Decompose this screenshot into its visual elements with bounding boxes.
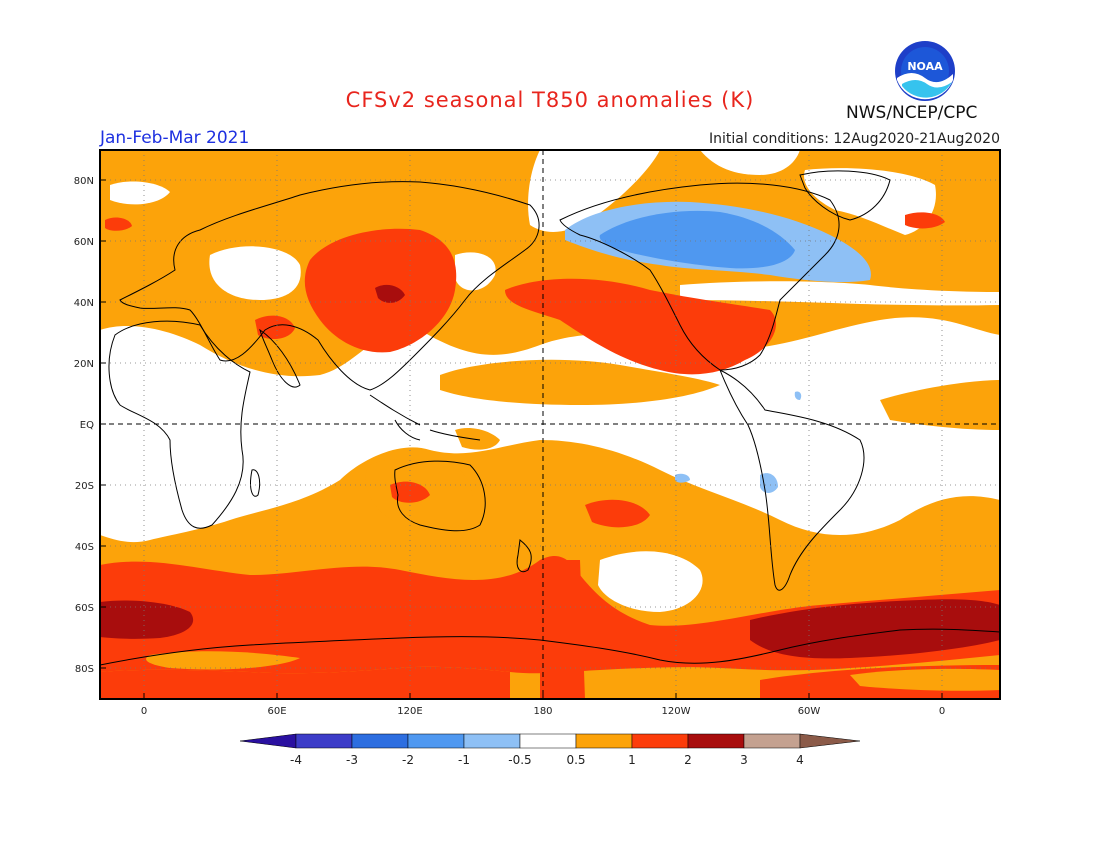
lon-ticks	[143, 693, 943, 699]
lon-label: 120W	[662, 706, 691, 717]
lat-label: 40N	[74, 298, 94, 309]
colorbar-bin	[743, 733, 801, 749]
colorbar-bin	[295, 733, 353, 749]
colorbar-label: 0.5	[566, 753, 585, 767]
colorbar-bin	[463, 733, 521, 749]
anomaly-2-3-regions	[100, 284, 1000, 659]
colorbar-label: 1	[628, 753, 636, 767]
colorbar-bin	[575, 733, 633, 749]
lat-labels: 80N 60N 40N 20N EQ 20S 40S 60S 80S	[74, 176, 94, 675]
lat-ticks	[100, 179, 106, 669]
colorbar-label: -3	[346, 753, 358, 767]
coastlines	[100, 170, 1000, 666]
colorbar-label: -2	[402, 753, 414, 767]
lon-label: 60W	[798, 706, 821, 717]
colorbar-label: 4	[796, 753, 804, 767]
negative-anomaly-regions	[565, 201, 871, 493]
chart-title: CFSv2 seasonal T850 anomalies (K)	[345, 88, 755, 112]
colorbar-bin	[519, 733, 577, 749]
colorbar-label: -1	[458, 753, 470, 767]
lat-label: 60N	[74, 237, 94, 248]
colorbar-bin	[407, 733, 465, 749]
initial-conditions: Initial conditions: 12Aug2020-21Aug2020	[709, 131, 1000, 147]
colorbar-bin	[631, 733, 689, 749]
lon-label: 0	[939, 706, 945, 717]
agency-label: NWS/NCEP/CPC	[846, 103, 978, 123]
colorbar-low-arrow	[239, 733, 297, 749]
lat-label: 40S	[75, 542, 94, 553]
lat-label: 60S	[75, 603, 94, 614]
lat-label: 20S	[75, 481, 94, 492]
lat-label: EQ	[80, 420, 94, 431]
colorbar-label: 3	[740, 753, 748, 767]
lon-labels: 0 60E 120E 180 120W 60W 0	[141, 706, 945, 717]
colorbar-label: 2	[684, 753, 692, 767]
forecast-period: Jan-Feb-Mar 2021	[100, 128, 250, 148]
logo-text: NOAA	[907, 60, 943, 73]
lat-label: 80S	[75, 664, 94, 675]
lon-label: 120E	[397, 706, 422, 717]
lon-label: 180	[533, 706, 552, 717]
lon-label: 0	[141, 706, 147, 717]
colorbar: -4 -3 -2 -1 -0.5 0.5 1 2 3 4	[239, 733, 861, 767]
lat-label: 80N	[74, 176, 94, 187]
weak-south-bands	[146, 651, 1000, 691]
colorbar-bin	[351, 733, 409, 749]
weak-warm-patches	[365, 359, 1000, 532]
noaa-logo-icon: NOAA	[895, 41, 955, 101]
colorbar-label: -0.5	[508, 753, 531, 767]
colorbar-bin	[687, 733, 745, 749]
lon-label: 60E	[267, 706, 286, 717]
colorbar-high-arrow	[799, 733, 861, 749]
lat-label: 20N	[74, 359, 94, 370]
map-field	[100, 150, 1000, 699]
lat-lon-grid	[100, 150, 1000, 699]
colorbar-label: -4	[290, 753, 302, 767]
